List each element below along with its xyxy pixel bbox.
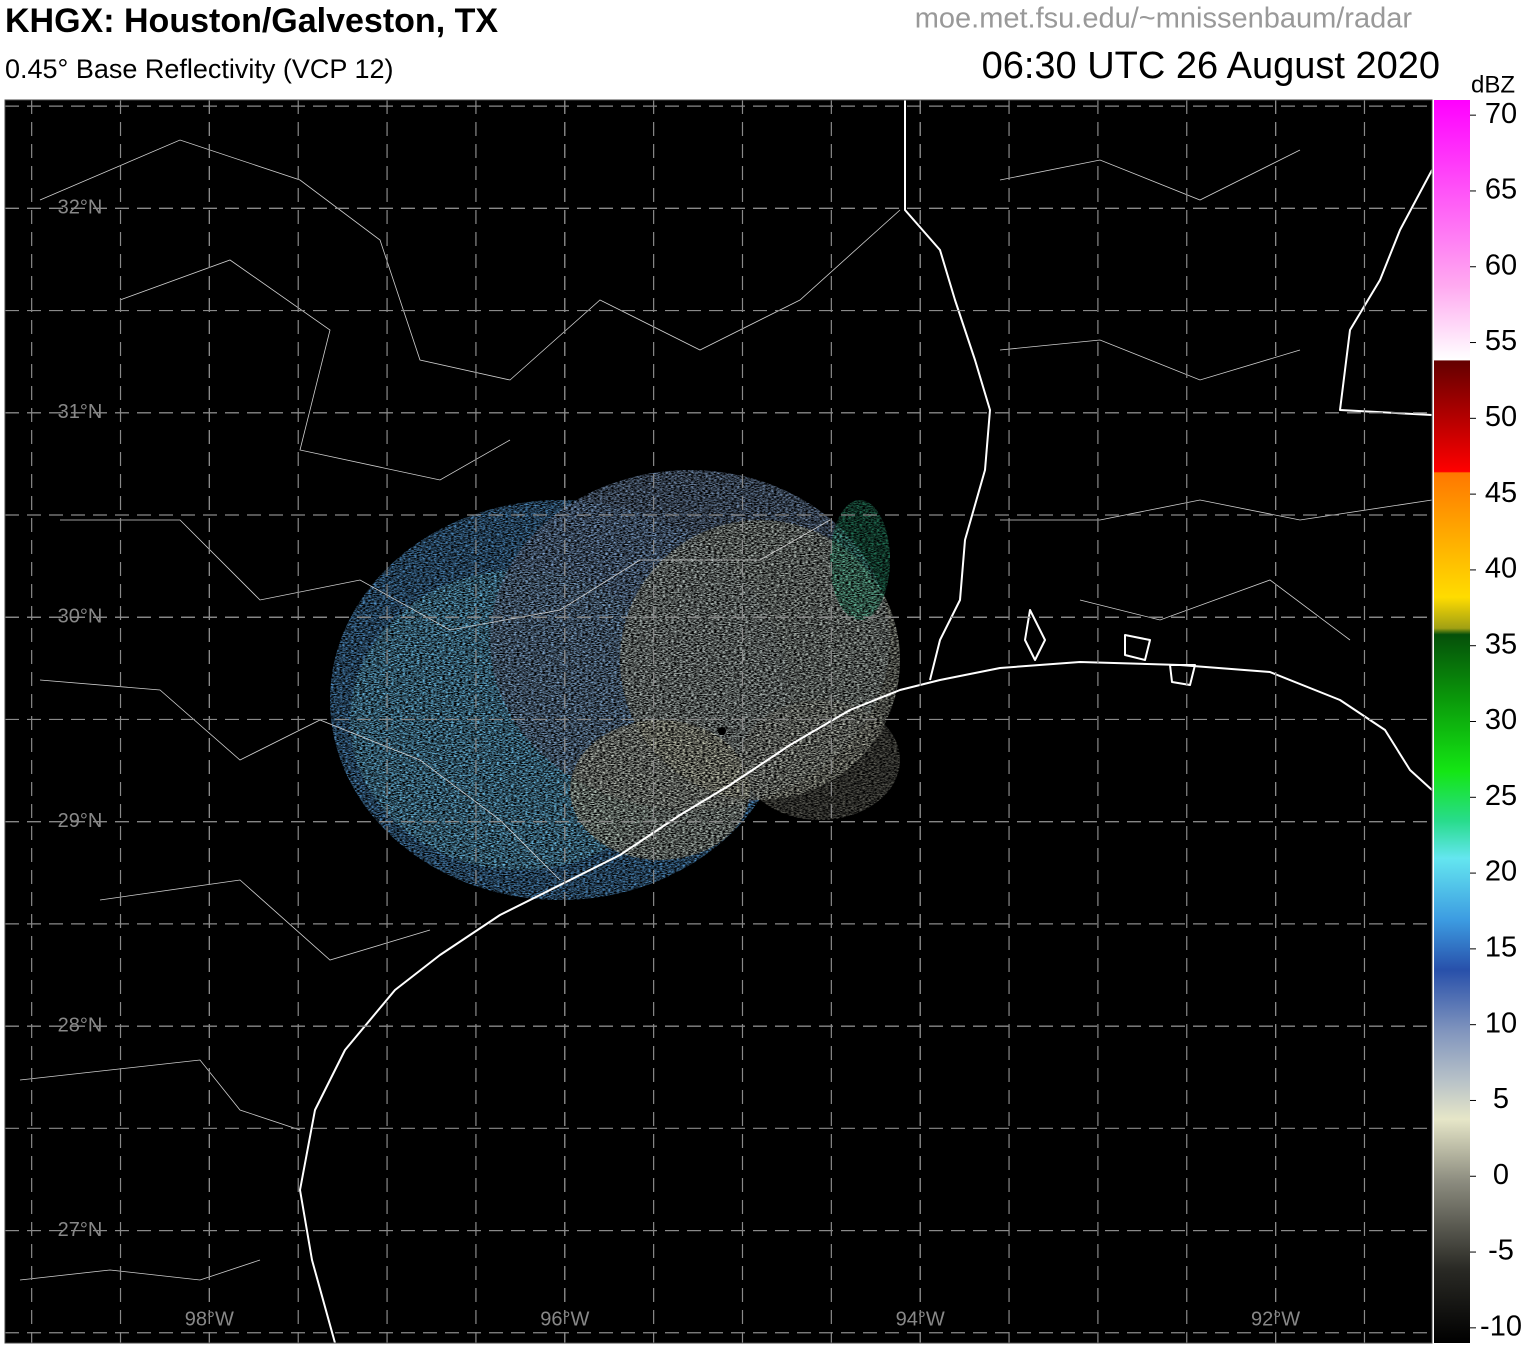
- map-frame: [4, 99, 1433, 1344]
- lat-label: 28°N: [58, 1014, 103, 1036]
- colorbar-tick-label: -5: [1488, 1235, 1514, 1267]
- timestamp: 06:30 UTC 26 August 2020: [982, 45, 1440, 87]
- colorbar-tick-label: 0: [1493, 1159, 1509, 1191]
- colorbar-tick-label: 5: [1493, 1083, 1509, 1115]
- colorbar-tick-label: 20: [1485, 856, 1517, 888]
- colorbar-tick-label: 35: [1485, 628, 1517, 660]
- colorbar-tick-label: 45: [1485, 477, 1517, 509]
- lon-label: 98°W: [185, 1308, 234, 1330]
- colorbar-label: dBZ: [1471, 71, 1515, 98]
- colorbar-tick-label: 50: [1485, 401, 1517, 433]
- lon-label: 96°W: [540, 1308, 589, 1330]
- subtitle: 0.45° Base Reflectivity (VCP 12): [5, 54, 393, 84]
- lon-label: 94°W: [896, 1308, 945, 1330]
- map: 32°N 31°N 30°N 29°N 28°N 27°N 98°W 96°W 94°W 92°W: [5, 100, 1432, 1343]
- colorbar-tick-label: 60: [1485, 249, 1517, 281]
- colorbar-tick-label: 30: [1485, 704, 1517, 736]
- lat-label: 32°N: [58, 197, 103, 219]
- title: KHGX: Houston/Galveston, TX: [5, 2, 498, 40]
- lat-label: 27°N: [58, 1219, 103, 1241]
- lat-label: 29°N: [58, 810, 103, 832]
- lon-label: 92°W: [1251, 1308, 1300, 1330]
- lat-label: 31°N: [58, 401, 103, 423]
- colorbar-tick-label: 65: [1485, 174, 1517, 206]
- radar-site: [718, 727, 726, 735]
- colorbar-tick-label: 40: [1485, 553, 1517, 585]
- graticule: 32°N 31°N 30°N 29°N 28°N 27°N 98°W 96°W 94°W 92°W: [5, 100, 1432, 1343]
- colorbar: [1434, 100, 1470, 1343]
- colorbar-tick-label: 10: [1485, 1007, 1517, 1039]
- colorbar-tick-label: 70: [1485, 98, 1517, 130]
- colorbar-tick-label: 15: [1485, 932, 1517, 964]
- colorbar-tick-label: 55: [1485, 325, 1517, 357]
- colorbar-tick-label: -10: [1480, 1310, 1522, 1342]
- source-url: moe.met.fsu.edu/~mnissenbaum/radar: [915, 3, 1413, 35]
- lat-label: 30°N: [58, 606, 103, 628]
- colorbar-tick-label: 25: [1485, 780, 1517, 812]
- radar-echo: [330, 470, 900, 900]
